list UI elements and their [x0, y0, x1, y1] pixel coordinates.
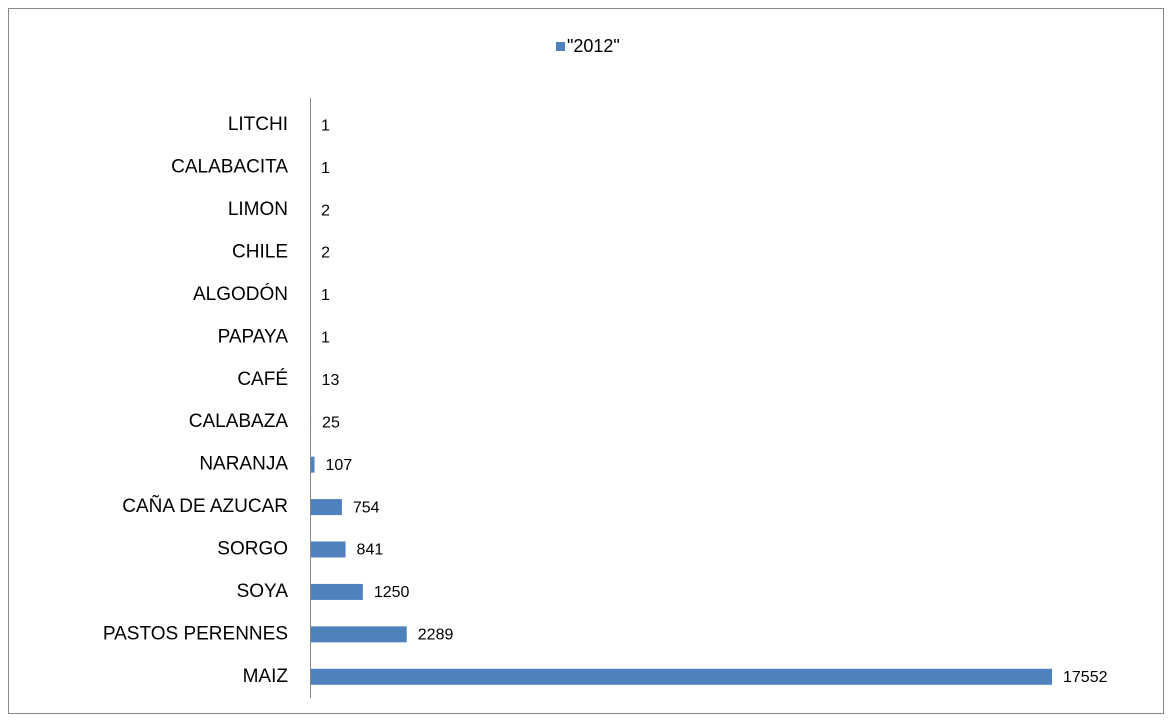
y-tick-label: LITCHI: [228, 114, 288, 135]
data-label: 1250: [374, 584, 410, 601]
bar: [310, 541, 346, 558]
y-tick-label: MAIZ: [243, 666, 289, 687]
data-label: 1: [321, 117, 330, 134]
data-label: 1: [321, 160, 330, 177]
chart-border: [8, 8, 1164, 714]
bar: [310, 626, 407, 643]
y-tick-label: ALGODÓN: [193, 283, 288, 305]
y-tick-label: PAPAYA: [218, 326, 289, 347]
legend-label: "2012": [567, 36, 620, 56]
bar: [310, 668, 1052, 685]
data-label: 17552: [1063, 669, 1108, 686]
data-label: 25: [322, 414, 340, 431]
y-tick-label: CAFÉ: [237, 369, 288, 390]
bar: [310, 499, 342, 516]
y-tick-label: SORGO: [217, 539, 288, 560]
data-label: 107: [326, 457, 353, 474]
y-tick-label: CHILE: [232, 242, 288, 263]
y-tick-label: LIMON: [228, 199, 288, 220]
bar: [310, 583, 363, 600]
y-tick-label: NARANJA: [199, 454, 288, 475]
bar: [310, 456, 315, 473]
data-label: 13: [322, 372, 340, 389]
y-tick-label: CALABACITA: [171, 157, 288, 178]
y-tick-label: SOYA: [237, 581, 289, 602]
y-tick-label: PASTOS PERENNES: [103, 623, 288, 644]
data-label: 754: [353, 499, 380, 516]
y-tick-label: CAÑA DE AZUCAR: [122, 495, 288, 517]
y-tick-label: CALABAZA: [189, 411, 289, 432]
legend-swatch: [556, 42, 565, 51]
data-label: 2289: [418, 627, 454, 644]
data-label: 2: [321, 245, 330, 262]
data-label: 2: [321, 202, 330, 219]
data-label: 1: [321, 330, 330, 347]
data-label: 1: [321, 287, 330, 304]
data-label: 841: [357, 542, 384, 559]
